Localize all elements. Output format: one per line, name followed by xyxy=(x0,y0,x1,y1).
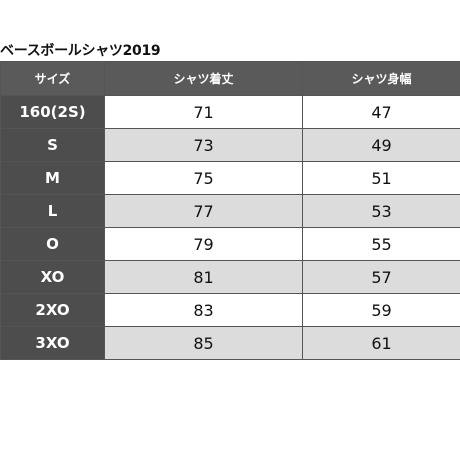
width-cell: 51 xyxy=(302,161,460,195)
length-cell: 81 xyxy=(104,260,303,294)
length-cell: 73 xyxy=(104,128,303,162)
width-cell: 57 xyxy=(302,260,460,294)
size-cell: M xyxy=(0,161,105,195)
table-row: L 77 53 xyxy=(0,194,460,228)
table-row: XO 81 57 xyxy=(0,260,460,294)
size-cell: XO xyxy=(0,260,105,294)
table-row: 160(2S) 71 47 xyxy=(0,95,460,129)
size-cell: L xyxy=(0,194,105,228)
header-shirt-length: シャツ着丈 xyxy=(104,61,303,96)
length-cell: 85 xyxy=(104,326,303,360)
size-cell: S xyxy=(0,128,105,162)
size-cell: O xyxy=(0,227,105,261)
width-cell: 61 xyxy=(302,326,460,360)
length-cell: 75 xyxy=(104,161,303,195)
table-header-row: サイズ シャツ着丈 シャツ身幅 xyxy=(0,61,460,96)
width-cell: 59 xyxy=(302,293,460,327)
length-cell: 83 xyxy=(104,293,303,327)
width-cell: 55 xyxy=(302,227,460,261)
size-cell: 2XO xyxy=(0,293,105,327)
table-row: S 73 49 xyxy=(0,128,460,162)
width-cell: 47 xyxy=(302,95,460,129)
size-cell: 160(2S) xyxy=(0,95,105,129)
table-row: M 75 51 xyxy=(0,161,460,195)
table-row: 2XO 83 59 xyxy=(0,293,460,327)
length-cell: 71 xyxy=(104,95,303,129)
size-cell: 3XO xyxy=(0,326,105,360)
width-cell: 53 xyxy=(302,194,460,228)
table-row: 3XO 85 61 xyxy=(0,326,460,360)
header-size: サイズ xyxy=(0,61,105,96)
width-cell: 49 xyxy=(302,128,460,162)
page-title: ベースボールシャツ2019 xyxy=(0,43,161,59)
table-row: O 79 55 xyxy=(0,227,460,261)
length-cell: 79 xyxy=(104,227,303,261)
header-shirt-width: シャツ身幅 xyxy=(302,61,460,96)
length-cell: 77 xyxy=(104,194,303,228)
size-chart-table: サイズ シャツ着丈 シャツ身幅 160(2S) 71 47 S 73 49 M … xyxy=(0,61,460,360)
